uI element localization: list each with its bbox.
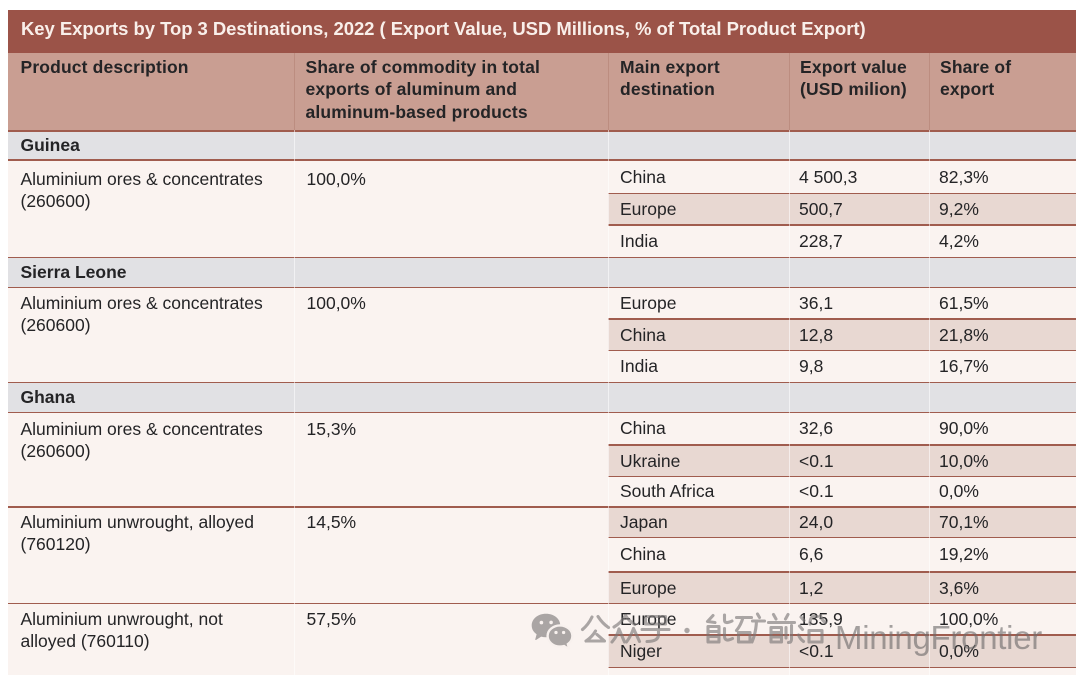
svg-text:MiningFrontier: MiningFrontier <box>835 619 1042 656</box>
